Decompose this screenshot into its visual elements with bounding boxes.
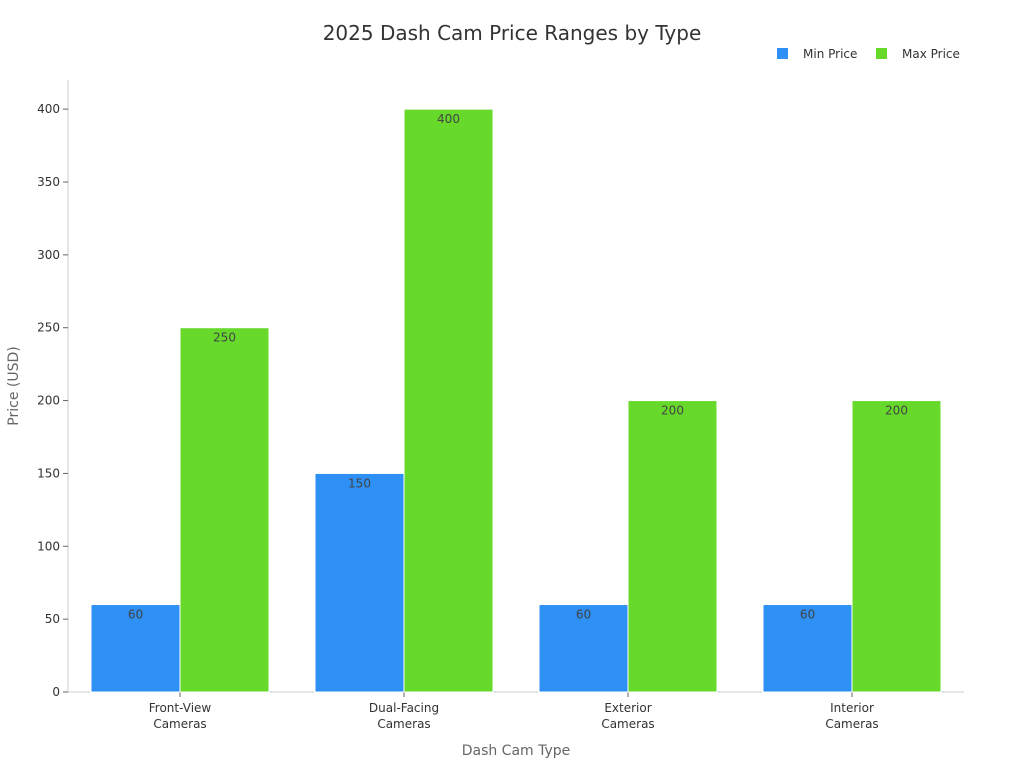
x-axis-label: Dash Cam Type [462, 743, 571, 759]
bar-max-price [851, 400, 942, 693]
data-label: 400 [437, 112, 460, 126]
chart-title: 2025 Dash Cam Price Ranges by Type [323, 21, 702, 45]
data-label: 200 [885, 404, 908, 418]
y-tick-label: 200 [37, 394, 60, 408]
data-label: 200 [661, 404, 684, 418]
x-tick-label: Dual-Facing [369, 701, 439, 715]
y-tick-label: 300 [37, 248, 60, 262]
data-label: 150 [348, 476, 371, 490]
x-axis-ticks: Front-View Cameras Dual-Facing Cameras Exter… [149, 692, 879, 731]
x-tick-label: Cameras [601, 717, 654, 731]
legend-label: Min Price [803, 47, 857, 61]
y-tick-label: 150 [37, 466, 60, 480]
x-tick-label: Exterior [604, 701, 651, 715]
bar-min-price [314, 472, 405, 693]
bar-max-price [403, 108, 494, 693]
data-label: 60 [800, 608, 815, 622]
y-tick-label: 100 [37, 539, 60, 553]
data-label: 60 [576, 608, 591, 622]
x-tick-label: Cameras [153, 717, 206, 731]
y-tick-label: 0 [52, 685, 60, 699]
x-tick-label: Front-View [149, 701, 212, 715]
data-label: 250 [213, 331, 236, 345]
x-tick-label: Cameras [825, 717, 878, 731]
y-tick-label: 250 [37, 321, 60, 335]
x-tick-label: Interior [830, 701, 874, 715]
y-axis-ticks: 0 50 100 150 200 250 300 350 400 [37, 102, 68, 699]
y-tick-label: 400 [37, 102, 60, 116]
y-tick-label: 350 [37, 175, 60, 189]
y-axis-label: Price (USD) [6, 346, 22, 425]
bar-min-price [762, 604, 853, 693]
bar-max-price [627, 400, 718, 693]
y-tick-label: 50 [45, 612, 60, 626]
data-label: 60 [128, 608, 143, 622]
x-tick-label: Cameras [377, 717, 430, 731]
bar-min-price [90, 604, 181, 693]
bars: 60 250 150 400 60 200 60 200 [90, 108, 942, 693]
legend: Min Price Max Price [777, 47, 960, 61]
bar-max-price [179, 327, 270, 693]
legend-swatch [777, 48, 788, 59]
legend-swatch [876, 48, 887, 59]
legend-label: Max Price [902, 47, 960, 61]
